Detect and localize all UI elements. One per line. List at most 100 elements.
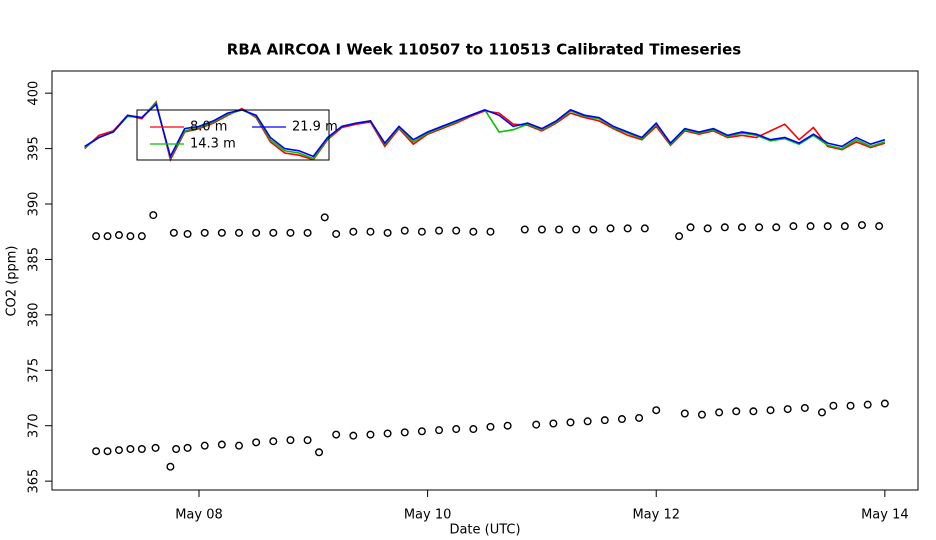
y-tick-label: 395 xyxy=(27,136,42,161)
point xyxy=(183,443,192,452)
point xyxy=(349,431,358,440)
x-tick-label: May 14 xyxy=(861,508,909,523)
point xyxy=(697,410,706,419)
point xyxy=(789,222,798,231)
point xyxy=(200,228,209,237)
point xyxy=(137,444,146,453)
point xyxy=(732,407,741,416)
point xyxy=(172,444,181,453)
point xyxy=(469,425,478,434)
point xyxy=(640,224,649,233)
x-axis-label: Date (UTC) xyxy=(449,523,520,538)
point xyxy=(703,224,712,233)
point xyxy=(486,422,495,431)
point xyxy=(532,420,541,429)
point xyxy=(486,227,495,236)
point xyxy=(286,228,295,237)
point xyxy=(286,436,295,445)
point xyxy=(680,409,689,418)
point xyxy=(166,462,175,471)
point xyxy=(417,227,426,236)
point xyxy=(469,227,478,236)
point xyxy=(114,446,123,455)
point xyxy=(349,227,358,236)
y-tick-label: 380 xyxy=(27,302,42,327)
point xyxy=(755,223,764,232)
point xyxy=(817,408,826,417)
y-tick-label: 365 xyxy=(27,469,42,494)
point xyxy=(435,226,444,235)
point xyxy=(880,399,889,408)
chart-title: RBA AIRCOA I Week 110507 to 110513 Calib… xyxy=(227,41,741,59)
point xyxy=(383,429,392,438)
series-line xyxy=(84,102,886,159)
point xyxy=(800,403,809,412)
point xyxy=(549,419,558,428)
point xyxy=(537,225,546,234)
y-tick-label: 370 xyxy=(27,413,42,438)
point xyxy=(92,232,101,241)
point xyxy=(737,223,746,232)
x-tick-label: May 08 xyxy=(175,508,223,523)
y-tick-label: 385 xyxy=(27,247,42,272)
point xyxy=(715,408,724,417)
point xyxy=(235,228,244,237)
point xyxy=(103,232,112,241)
point xyxy=(269,437,278,446)
point xyxy=(606,224,615,233)
point xyxy=(366,227,375,236)
point xyxy=(217,228,226,237)
point xyxy=(652,406,661,415)
point xyxy=(151,443,160,452)
point xyxy=(572,225,581,234)
point xyxy=(875,222,884,231)
point xyxy=(92,447,101,456)
point xyxy=(332,430,341,439)
point xyxy=(169,228,178,237)
point xyxy=(829,401,838,410)
point xyxy=(303,436,312,445)
point xyxy=(806,222,815,231)
x-tick-label: May 12 xyxy=(632,508,680,523)
legend-label: 14.3 m xyxy=(190,137,236,152)
point xyxy=(252,438,261,447)
point xyxy=(583,417,592,426)
point xyxy=(103,447,112,456)
point xyxy=(623,224,632,233)
point xyxy=(315,448,324,457)
point xyxy=(863,400,872,409)
point xyxy=(400,226,409,235)
point xyxy=(149,211,158,220)
point xyxy=(320,213,329,222)
point xyxy=(766,406,775,415)
x-tick-label: May 10 xyxy=(404,508,452,523)
point xyxy=(566,418,575,427)
point xyxy=(137,232,146,241)
point xyxy=(126,232,135,241)
point xyxy=(303,228,312,237)
point xyxy=(217,440,226,449)
point xyxy=(183,229,192,238)
legend-label: 21.9 m xyxy=(292,120,338,135)
point xyxy=(823,222,832,231)
point xyxy=(857,221,866,230)
point xyxy=(686,223,695,232)
point xyxy=(555,225,564,234)
point xyxy=(366,430,375,439)
point xyxy=(749,407,758,416)
point xyxy=(589,225,598,234)
legend-box xyxy=(136,109,330,161)
point xyxy=(435,426,444,435)
point xyxy=(840,222,849,231)
point xyxy=(846,401,855,410)
point xyxy=(675,232,684,241)
point xyxy=(520,225,529,234)
point xyxy=(635,413,644,422)
point xyxy=(503,421,512,430)
point xyxy=(269,228,278,237)
point xyxy=(235,441,244,450)
y-tick-label: 400 xyxy=(27,81,42,106)
